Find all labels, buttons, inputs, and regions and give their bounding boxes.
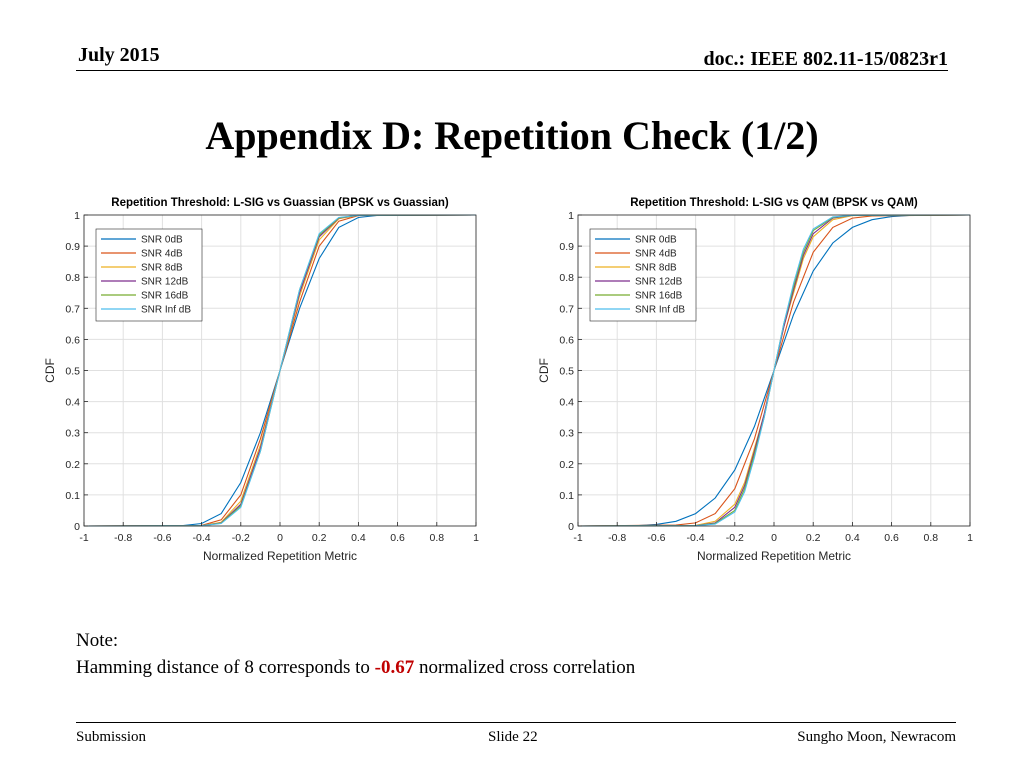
x-tick-label: -0.6 <box>153 532 171 544</box>
y-tick-label: 0.3 <box>65 428 80 440</box>
y-tick-label: 0.1 <box>65 490 80 502</box>
x-tick-label: 0.4 <box>845 532 860 544</box>
note-block: Note: Hamming distance of 8 corresponds … <box>76 627 635 681</box>
legend-label-1: SNR 4dB <box>141 249 183 260</box>
y-tick-label: 0 <box>568 521 574 533</box>
y-tick-label: 0.9 <box>65 241 80 253</box>
chart-right-lsig-vs-qam: -1 -0.8 -0.6 -0.4 -0.2 0 0.2 0.4 0.6 0.8 1 0 0.1 0.2 0… <box>530 186 980 566</box>
note-highlight-value: -0.67 <box>374 657 415 678</box>
legend-label-5: SNR Inf dB <box>141 305 191 316</box>
x-tick-label: 1 <box>473 532 479 544</box>
y-tick-label: 0.7 <box>559 303 574 315</box>
header-divider <box>76 70 948 71</box>
x-axis-label: Normalized Repetition Metric <box>203 549 357 563</box>
legend-label-1: SNR 4dB <box>635 249 677 260</box>
note-prefix: Hamming distance of 8 corresponds to <box>76 657 375 678</box>
x-tick-label: 0.2 <box>806 532 821 544</box>
legend-box <box>589 228 697 322</box>
y-tick-label: 0.9 <box>559 241 574 253</box>
y-tick-label: 0.8 <box>65 272 80 284</box>
legend-label-3: SNR 12dB <box>635 277 683 288</box>
chart-svg: -1 -0.8 -0.6 -0.4 -0.2 0 0.2 0.4 0.6 0.8 1 0 0.1 0.2 0… <box>537 197 973 563</box>
footer-divider <box>76 722 956 723</box>
legend-label-0: SNR 0dB <box>141 235 183 246</box>
x-tick-label: 0.6 <box>390 532 405 544</box>
y-tick-label: 0.3 <box>559 428 574 440</box>
legend-label-2: SNR 8dB <box>141 263 183 274</box>
x-axis-label: Normalized Repetition Metric <box>697 549 851 563</box>
x-tick-label: -0.8 <box>114 532 132 544</box>
series-line-5 <box>83 214 477 527</box>
header-doc-id: doc.: IEEE 802.11-15/0823r1 <box>703 48 948 70</box>
x-tick-label: 0.8 <box>923 532 938 544</box>
x-tick-label: -0.8 <box>608 532 626 544</box>
slide-title: Appendix D: Repetition Check (1/2) <box>205 113 819 158</box>
x-tick-label: 0.4 <box>351 532 366 544</box>
x-tick-label: 0.6 <box>884 532 899 544</box>
y-tick-label: 1 <box>568 210 574 222</box>
y-tick-label: 0.2 <box>65 459 80 471</box>
y-axis-label: CDF <box>43 358 57 383</box>
legend-label-3: SNR 12dB <box>141 277 189 288</box>
y-tick-label: 0.4 <box>65 397 80 409</box>
y-tick-label: 0.4 <box>559 397 574 409</box>
x-tick-label: -0.6 <box>647 532 665 544</box>
x-tick-label: 0.2 <box>312 532 327 544</box>
x-tick-label: 0 <box>771 532 777 544</box>
series-line-5 <box>577 214 971 527</box>
note-label: Note: <box>76 630 119 651</box>
x-tick-label: -1 <box>79 532 88 544</box>
footer-slide-number: Slide 22 <box>488 729 538 745</box>
y-tick-label: 0.8 <box>559 272 574 284</box>
x-tick-label: -0.4 <box>687 532 705 544</box>
x-tick-label: -0.2 <box>726 532 744 544</box>
footer-submission: Submission <box>76 729 147 745</box>
legend-label-2: SNR 8dB <box>635 263 677 274</box>
header-date: July 2015 <box>78 44 160 66</box>
legend-label-4: SNR 16dB <box>141 291 189 302</box>
y-tick-label: 1 <box>74 210 80 222</box>
x-tick-label: -0.2 <box>232 532 250 544</box>
legend-label-0: SNR 0dB <box>635 235 677 246</box>
chart-title: Repetition Threshold: L-SIG vs QAM (BPSK… <box>630 197 918 209</box>
chart-title: Repetition Threshold: L-SIG vs Guassian … <box>111 197 449 209</box>
y-tick-label: 0.7 <box>65 303 80 315</box>
x-tick-label: 1 <box>967 532 973 544</box>
x-tick-label: -0.4 <box>193 532 211 544</box>
chart-svg: -1 -0.8 -0.6 -0.4 -0.2 0 0.2 0.4 0.6 0.8 1 0 0.1 0.2 0… <box>43 197 479 563</box>
legend-box <box>95 228 203 322</box>
x-tick-label: 0.8 <box>429 532 444 544</box>
x-tick-label: 0 <box>277 532 283 544</box>
y-tick-label: 0 <box>74 521 80 533</box>
y-tick-label: 0.5 <box>65 366 80 378</box>
legend-label-4: SNR 16dB <box>635 291 683 302</box>
y-tick-label: 0.6 <box>559 334 574 346</box>
chart-left-lsig-vs-gaussian: -1 -0.8 -0.6 -0.4 -0.2 0 0.2 0.4 0.6 0.8 1 0 0.1 0.2 0… <box>36 186 486 566</box>
y-tick-label: 0.6 <box>65 334 80 346</box>
note-text: Hamming distance of 8 corresponds to -0.… <box>76 654 635 681</box>
y-tick-label: 0.1 <box>559 490 574 502</box>
note-suffix: normalized cross correlation <box>414 657 636 678</box>
y-axis-label: CDF <box>537 358 551 383</box>
footer-author: Sungho Moon, Newracom <box>797 729 956 745</box>
x-tick-label: -1 <box>573 532 582 544</box>
y-tick-label: 0.2 <box>559 459 574 471</box>
legend-label-5: SNR Inf dB <box>635 305 685 316</box>
y-tick-label: 0.5 <box>559 366 574 378</box>
